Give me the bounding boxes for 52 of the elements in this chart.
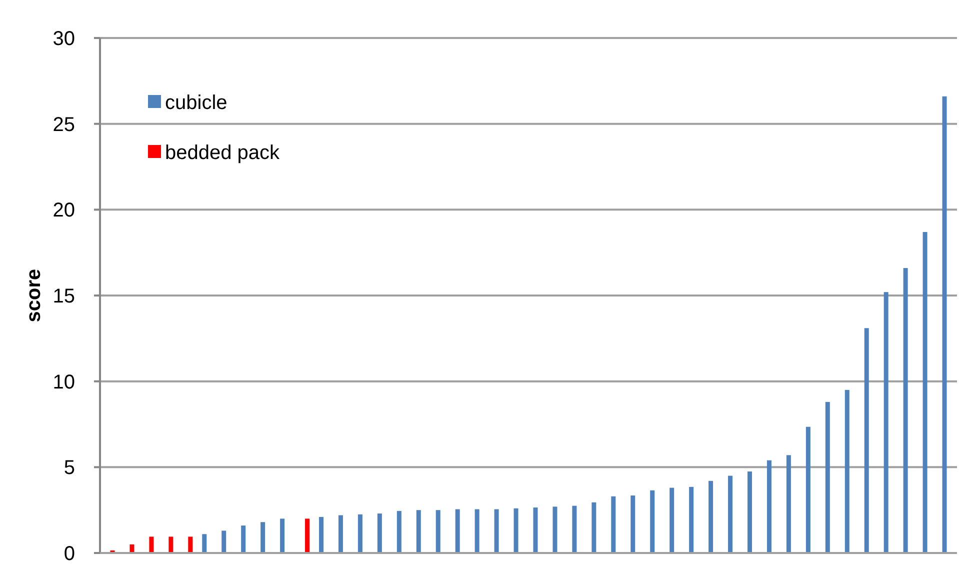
bar <box>474 509 480 553</box>
bar <box>358 514 362 553</box>
bar <box>592 502 596 553</box>
bar <box>766 460 772 553</box>
bar <box>884 292 888 553</box>
y-tick-label: 15 <box>52 286 75 308</box>
y-tick-label: 20 <box>52 200 75 222</box>
bar <box>864 328 869 553</box>
bar <box>241 526 246 553</box>
bar <box>670 488 674 553</box>
bar <box>572 506 577 553</box>
bar <box>786 455 791 553</box>
bar <box>455 509 460 553</box>
bar <box>689 486 694 553</box>
legend-label: cubicle <box>165 92 228 114</box>
y-tick-label: 10 <box>52 371 75 394</box>
bar <box>305 518 310 553</box>
bar <box>377 514 382 553</box>
bar <box>202 534 207 553</box>
bar <box>922 232 928 553</box>
bar <box>436 510 440 553</box>
bar <box>747 471 752 553</box>
bar <box>825 402 830 553</box>
bar <box>533 508 538 553</box>
bar <box>514 508 518 553</box>
bar <box>168 536 174 553</box>
bar <box>149 536 154 553</box>
bar <box>708 480 714 553</box>
bar <box>728 476 733 553</box>
y-tick-label: 30 <box>52 28 75 50</box>
bar <box>806 426 810 553</box>
bar <box>396 510 402 553</box>
y-tick-label: 25 <box>52 114 75 136</box>
bar <box>630 495 636 553</box>
bar <box>552 506 558 553</box>
y-tick-label: 0 <box>64 543 75 565</box>
bar <box>844 390 850 553</box>
bar <box>318 516 324 553</box>
bar <box>611 496 616 553</box>
bar <box>280 518 285 553</box>
bar <box>650 490 655 553</box>
bar <box>903 268 908 553</box>
legend-label: bedded pack <box>165 142 281 164</box>
bar <box>494 509 499 553</box>
bar <box>188 536 193 553</box>
bar <box>260 522 266 553</box>
y-tick-label: 5 <box>64 457 75 480</box>
bar <box>942 96 947 553</box>
bar <box>416 510 421 553</box>
bar <box>222 530 226 553</box>
y-axis-title: score <box>23 268 45 322</box>
bar <box>338 515 343 553</box>
